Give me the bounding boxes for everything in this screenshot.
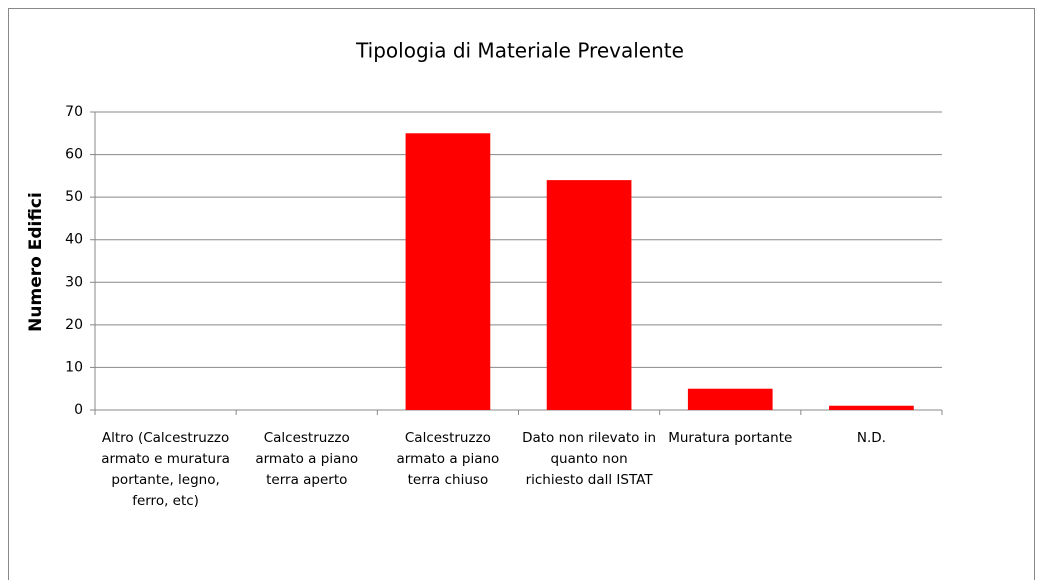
x-tick-label: Altro (Calcestruzzo armato e muratura po… xyxy=(101,430,230,509)
y-tick-label: 70 xyxy=(65,104,83,120)
x-tick-label: Muratura portante xyxy=(668,430,793,446)
y-tick-label: 0 xyxy=(74,402,83,418)
y-tick-label: 20 xyxy=(65,317,83,333)
bar xyxy=(405,133,491,411)
y-tick-label: 30 xyxy=(65,274,83,290)
y-tick-label: 10 xyxy=(65,359,83,375)
bar xyxy=(687,388,773,410)
bar xyxy=(829,405,914,410)
y-tick-label: 60 xyxy=(65,147,83,163)
y-tick-label: 50 xyxy=(65,189,83,205)
chart-title: Tipologia di Materiale Prevalente xyxy=(355,39,684,63)
x-tick-label: Calcestruzzo armato a piano terra aperto xyxy=(255,430,359,488)
x-tick-label: Calcestruzzo armato a piano terra chiuso xyxy=(396,430,500,488)
bar xyxy=(546,180,632,410)
y-axis-label: Numero Edifici xyxy=(26,192,46,332)
chart-border xyxy=(8,8,1035,580)
y-tick-label: 40 xyxy=(65,232,83,248)
x-tick-label: Dato non rilevato in quanto non richiest… xyxy=(522,430,657,488)
x-tick-label: N.D. xyxy=(856,430,886,446)
